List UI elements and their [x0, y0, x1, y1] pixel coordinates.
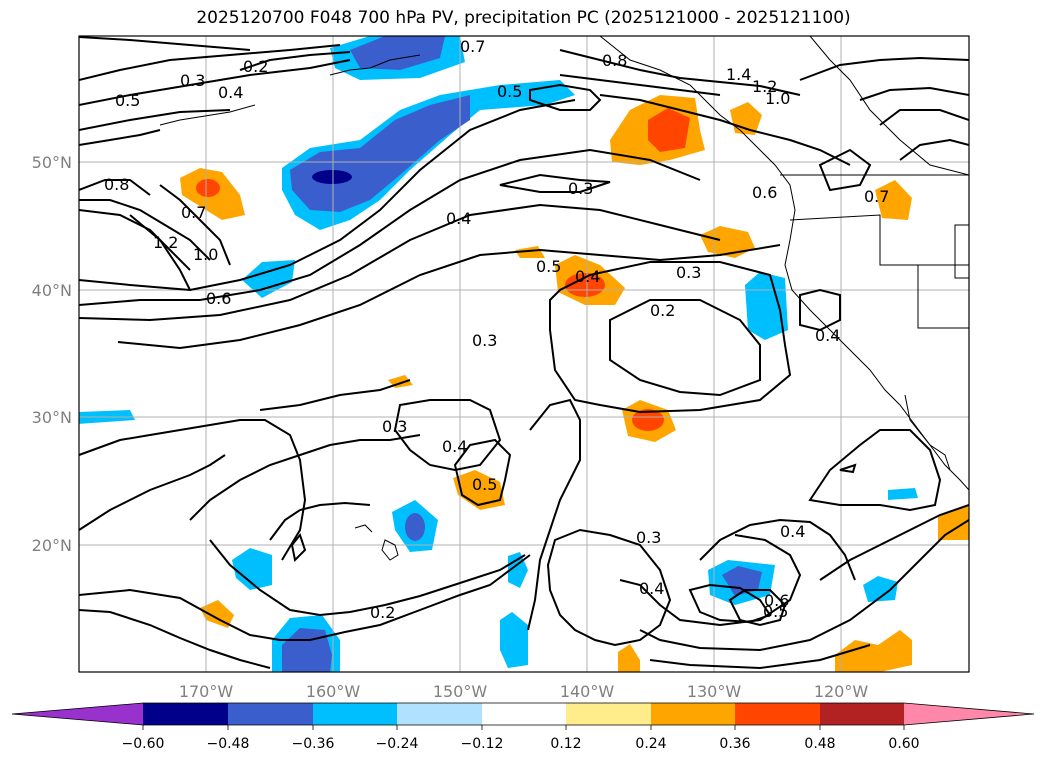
lon-tick-labels: 170°W 160°W 150°W 140°W 130°W 120°W — [179, 682, 869, 701]
contour-label: 0.3 — [180, 71, 205, 90]
contour-label: 0.3 — [382, 417, 407, 436]
contour-label: 0.6 — [206, 289, 231, 308]
contour-label: 0.3 — [676, 263, 701, 282]
contour-label: 0.6 — [764, 591, 789, 610]
contour-label: 0.3 — [472, 331, 497, 350]
colorbar-tick-label: 0.24 — [635, 736, 666, 752]
colorbar-segment — [566, 703, 651, 725]
contour-label: 1.0 — [193, 245, 218, 264]
map-content: 0.3 0.2 0.5 0.4 0.7 0.8 1.4 1.2 1.0 0.6 … — [79, 36, 969, 672]
lat-tick-labels: 50°N 40°N 30°N 20°N — [32, 153, 72, 555]
colorbar-tick-label: −0.60 — [122, 736, 165, 752]
contour-label: 0.4 — [780, 522, 805, 541]
coastlines — [159, 36, 969, 561]
contour-label: 0.8 — [104, 175, 129, 194]
contour-label: 0.7 — [864, 187, 889, 206]
contour-label: 0.5 — [115, 91, 140, 110]
contour-label: 0.5 — [536, 257, 561, 276]
colorbar-segment — [397, 703, 482, 725]
colorbar-tick-label: 0.60 — [888, 736, 919, 752]
precip-negative — [79, 36, 918, 672]
pv-contours — [79, 36, 969, 670]
lon-tick: 150°W — [433, 682, 488, 701]
colorbar-extend-high — [904, 703, 1034, 725]
contour-label: 0.2 — [650, 301, 675, 320]
contour-label: 0.8 — [602, 51, 627, 70]
contour-label: 0.4 — [639, 579, 664, 598]
colorbar-tick-label: −0.48 — [207, 736, 250, 752]
contour-label: 1.4 — [726, 65, 751, 84]
colorbar-tick-label: −0.24 — [376, 736, 419, 752]
lon-tick: 140°W — [560, 682, 615, 701]
colorbar: −0.60 −0.48 −0.36 −0.24 −0.12 0.12 0.24 … — [11, 702, 1035, 752]
contour-label: 0.4 — [446, 209, 471, 228]
colorbar-segment — [143, 703, 228, 725]
contour-label: 0.4 — [218, 83, 243, 102]
colorbar-segment — [820, 703, 904, 725]
map-title: 2025120700 F048 700 hPa PV, precipitatio… — [196, 8, 851, 28]
colorbar-segment — [313, 703, 397, 725]
colorbar-tick-label: −0.12 — [461, 736, 504, 752]
contour-label: 0.5 — [497, 82, 522, 101]
gridlines — [79, 36, 969, 672]
contour-label: 1.0 — [765, 89, 790, 108]
contour-label: 0.6 — [752, 183, 777, 202]
lon-tick: 170°W — [179, 682, 234, 701]
colorbar-tick-label: 0.36 — [719, 736, 750, 752]
contour-labels: 0.3 0.2 0.5 0.4 0.7 0.8 1.4 1.2 1.0 0.6 … — [104, 37, 889, 622]
colorbar-segment — [651, 703, 735, 725]
contour-label: 0.4 — [575, 267, 600, 286]
contour-label: 0.5 — [763, 602, 788, 621]
contour-label: 0.3 — [568, 179, 593, 198]
lat-tick: 50°N — [32, 153, 72, 172]
lat-tick: 30°N — [32, 408, 72, 427]
contour-label: 0.7 — [460, 37, 485, 56]
colorbar-tick-label: −0.36 — [292, 736, 335, 752]
contour-label: 0.2 — [370, 603, 395, 622]
colorbar-segment — [735, 703, 820, 725]
contour-label: 0.5 — [472, 475, 497, 494]
colorbar-ticks — [142, 725, 905, 730]
contour-label: 0.3 — [636, 528, 661, 547]
contour-label: 0.4 — [442, 437, 467, 456]
colorbar-extend-low — [12, 703, 143, 725]
lat-tick: 20°N — [32, 536, 72, 555]
lat-tick: 40°N — [32, 281, 72, 300]
contour-label: 0.7 — [181, 203, 206, 222]
map-frame — [78, 35, 970, 673]
contour-label: 1.2 — [752, 77, 777, 96]
contour-label: 0.2 — [243, 57, 268, 76]
colorbar-segment — [228, 703, 313, 725]
contour-label: 1.2 — [153, 233, 178, 252]
colorbar-segment — [482, 703, 566, 725]
colorbar-tick-label: 0.48 — [804, 736, 835, 752]
contour-label: 0.4 — [815, 326, 840, 345]
colorbar-tick-label: 0.12 — [550, 736, 581, 752]
lon-tick: 130°W — [687, 682, 742, 701]
lon-tick: 120°W — [814, 682, 869, 701]
lon-tick: 160°W — [306, 682, 361, 701]
